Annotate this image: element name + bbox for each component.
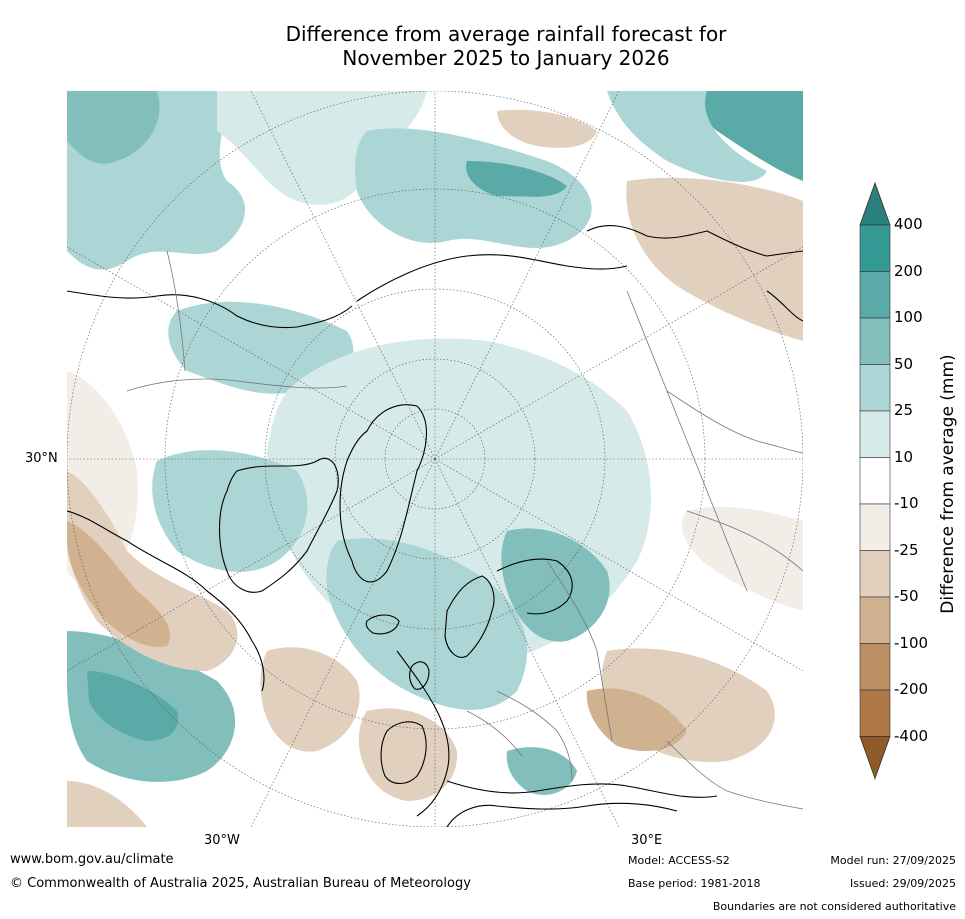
dry-region-pacific-core: [67, 521, 171, 647]
latitude-circle-60: [264, 288, 606, 630]
wet-region-siberia-core: [466, 161, 567, 197]
coastline-scandinavia: [444, 575, 495, 658]
dry-region-asia-east: [682, 506, 803, 611]
footer-model-run: Model run: 27/09/2025: [830, 854, 956, 867]
colorbar-tick-label: -50: [894, 587, 919, 605]
colorbar-tick-label: 400: [894, 215, 923, 233]
dry-region-south-atlantic: [67, 781, 147, 827]
colorbar-segment: [859, 457, 891, 505]
coastline-british-isles: [409, 661, 430, 690]
coastline-mediterranean: [446, 780, 718, 798]
coastline-iberia: [380, 721, 427, 785]
colorbar-tick-label: 200: [894, 261, 923, 280]
coastline-european-mainland: [396, 650, 450, 817]
colorbar-tick-label: -100: [894, 633, 929, 652]
colorbar-segment: [859, 317, 891, 365]
coastline-north-america: [67, 510, 265, 692]
dry-region-siberia-north: [497, 109, 597, 148]
dry-region-atlantic: [260, 647, 360, 752]
colorbar-extend-top: [859, 181, 891, 226]
colorbar-tick-label: -25: [894, 540, 919, 559]
colorbar-extend-bottom: [859, 736, 891, 780]
wet-region-siberia-north: [355, 128, 592, 249]
colorbar-segment: [859, 364, 891, 412]
coastlines: [67, 225, 803, 827]
colorbar-tick-label: 100: [894, 308, 923, 326]
wet-region-mid-atlantic-core: [87, 671, 178, 741]
boundary-middle-east: [666, 740, 803, 810]
title-line-2: November 2025 to January 2026: [342, 46, 670, 70]
meridian-60e: [434, 458, 803, 672]
boundary-canada-alaska: [166, 250, 186, 372]
dry-anomaly-regions: [67, 109, 803, 827]
dry-region-iberia: [358, 708, 458, 801]
footer-copyright: © Commonwealth of Australia 2025, Austra…: [10, 876, 471, 891]
meridian-60w: [67, 458, 436, 672]
colorbar-tick-label: -400: [894, 726, 929, 745]
colorbar-segment: [859, 271, 891, 319]
colorbar-tick-label: 25: [894, 401, 914, 419]
colorbar-svg: [859, 181, 891, 780]
colorbar-segment: [859, 503, 891, 551]
lon-label-30w: 30°W: [204, 833, 240, 848]
wet-region-arctic-pacific: [217, 91, 427, 205]
boundary-europe-1: [496, 690, 573, 782]
colorbar-segment: [859, 643, 891, 691]
boundary-asia-1: [626, 290, 748, 592]
latitude-circle-70: [334, 358, 536, 560]
rainfall-map: [67, 91, 803, 827]
boundary-asia-3: [686, 510, 803, 572]
footer-url[interactable]: www.bom.gov.au/climate: [10, 852, 174, 867]
coastline-russia-arctic: [356, 254, 628, 302]
coastline-asia-east: [766, 290, 803, 322]
country-boundaries: [126, 250, 803, 810]
wet-region-greenland-west: [152, 450, 308, 572]
boundary-russia-west: [546, 560, 613, 742]
colorbar-segment: [859, 596, 891, 644]
meridian-120w: [67, 246, 436, 460]
footer-issued: Issued: 29/09/2025: [849, 877, 956, 890]
lat-label-30n: 30°N: [25, 451, 58, 466]
dry-region-siberia-east-outer: [626, 177, 803, 341]
map-svg: [67, 91, 803, 827]
coastline-canada-arctic: [218, 458, 339, 593]
coastline-europe-north: [496, 558, 573, 615]
wet-region-northeast-outer: [607, 91, 767, 182]
footer-base-period: Base period: 1981-2018: [628, 877, 761, 890]
coastline-alaska: [67, 290, 353, 329]
graticule: [67, 91, 803, 827]
boundary-us-canada: [126, 378, 348, 392]
boundary-asia-2: [666, 390, 803, 454]
coastline-africa-north: [446, 802, 678, 827]
colorbar-tick-label: 10: [894, 447, 914, 466]
colorbar-segment: [859, 224, 891, 272]
colorbar-tick-label: -200: [894, 680, 929, 698]
lon-label-30e: 30°E: [631, 833, 663, 848]
boundary-europe-2: [466, 710, 523, 757]
coastline-iceland: [365, 614, 400, 635]
wet-region-northeast: [700, 91, 803, 181]
dry-region-middle-east-core: [586, 688, 687, 751]
colorbar: [855, 180, 965, 785]
map-title: Difference from average rainfall forecas…: [0, 22, 965, 70]
title-line-1: Difference from average rainfall forecas…: [285, 22, 727, 46]
colorbar-segment: [859, 550, 891, 598]
footer-disclaimer: Boundaries are not considered authoritat…: [712, 900, 956, 913]
colorbar-tick-label: -10: [894, 494, 919, 512]
colorbar-tick-label: 50: [894, 354, 914, 373]
colorbar-segment: [859, 689, 891, 737]
colorbar-title: Difference from average (mm): [938, 354, 958, 614]
wet-region-north-pacific-core: [67, 91, 160, 164]
wet-region-mediterranean: [506, 747, 577, 795]
colorbar-segment: [859, 410, 891, 458]
meridian-120e: [434, 246, 803, 460]
coastline-greenland: [339, 404, 428, 583]
wet-region-north-atlantic: [326, 538, 527, 710]
footer-model: Model: ACCESS-S2: [628, 854, 730, 867]
coastline-east-siberia: [586, 225, 803, 257]
